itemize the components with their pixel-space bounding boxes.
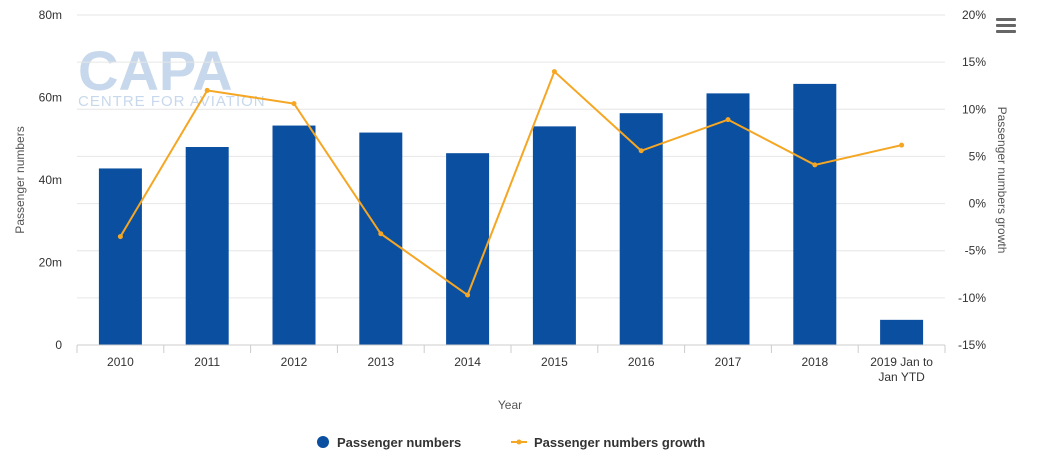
capa-watermark: CAPA CENTRE FOR AVIATION (78, 39, 266, 110)
y-left-tick-label: 20m (39, 256, 62, 270)
bar[interactable] (446, 153, 490, 345)
y-axis-left: 0 20m 40m 60m 80m (39, 8, 63, 352)
x-tick-label: 2014 (454, 355, 481, 369)
x-tick-label: 2010 (107, 355, 134, 369)
line-point[interactable] (899, 142, 905, 148)
line-point[interactable] (725, 117, 731, 123)
y-right-tick-label: 5% (969, 149, 987, 163)
line-point[interactable] (551, 69, 557, 75)
legend-bar-marker (317, 436, 329, 448)
legend-label-passenger-numbers: Passenger numbers (337, 435, 461, 450)
y-right-tick-label: 10% (962, 102, 986, 116)
x-tick-label: 2018 (801, 355, 828, 369)
y-left-tick-label: 40m (39, 173, 62, 187)
hamburger-menu-icon[interactable] (996, 18, 1016, 36)
legend-item-passenger-numbers[interactable]: Passenger numbers (317, 435, 461, 450)
x-tick-label: 2013 (367, 355, 394, 369)
y-right-tick-label: 20% (962, 8, 986, 22)
line-series (117, 69, 905, 298)
growth-line (119, 69, 902, 297)
y-axis-left-title: Passenger numbers (13, 126, 27, 233)
bar[interactable] (880, 319, 924, 345)
x-tick-label: 2016 (628, 355, 655, 369)
bar-series (98, 83, 924, 345)
watermark-subtitle: CENTRE FOR AVIATION (78, 93, 266, 110)
y-axis-right: -15% -10% -5% 0% 5% 10% 15% 20% (958, 8, 986, 352)
bar[interactable] (359, 132, 403, 345)
line-point[interactable] (117, 234, 123, 240)
y-right-tick-label: -10% (958, 291, 986, 305)
x-tick-label: 2012 (281, 355, 308, 369)
x-axis: 2010 2011 2012 2013 2014 2015 2016 2017 2018 2019… (76, 344, 946, 384)
legend-item-passenger-numbers-growth[interactable]: Passenger numbers growth (511, 435, 705, 450)
bar[interactable] (706, 93, 750, 345)
legend-line-dot (516, 439, 522, 445)
y-left-tick-label: 80m (39, 8, 62, 22)
y-axis-right-title: Passenger numbers growth (995, 107, 1009, 254)
line-point[interactable] (378, 231, 384, 237)
line-point[interactable] (812, 162, 818, 168)
bar[interactable] (185, 147, 229, 345)
bar[interactable] (619, 113, 663, 345)
menu-bar (996, 30, 1016, 33)
y-left-tick-label: 60m (39, 91, 62, 105)
bar[interactable] (272, 125, 316, 345)
y-right-tick-label: -15% (958, 338, 986, 352)
menu-bar (996, 18, 1016, 21)
x-axis-title: Year (498, 398, 522, 412)
y-right-tick-label: -5% (965, 244, 987, 258)
y-left-tick-label: 0 (55, 338, 62, 352)
line-point[interactable] (638, 148, 644, 154)
bar[interactable] (98, 168, 142, 345)
x-tick-label: 2011 (194, 355, 220, 369)
x-tick-label: 2017 (715, 355, 742, 369)
y-right-tick-label: 0% (969, 197, 987, 211)
line-point[interactable] (204, 87, 210, 93)
y-right-tick-label: 15% (962, 55, 986, 69)
x-tick-label: 2015 (541, 355, 568, 369)
bar[interactable] (532, 126, 576, 345)
legend: Passenger numbers Passenger numbers grow… (317, 435, 705, 450)
legend-label-passenger-numbers-growth: Passenger numbers growth (534, 435, 705, 450)
line-point[interactable] (465, 292, 471, 298)
menu-bar (996, 24, 1016, 27)
bar[interactable] (793, 83, 837, 345)
line-point[interactable] (291, 101, 297, 107)
x-tick-label: 2019 Jan to Jan YTD (870, 355, 933, 384)
